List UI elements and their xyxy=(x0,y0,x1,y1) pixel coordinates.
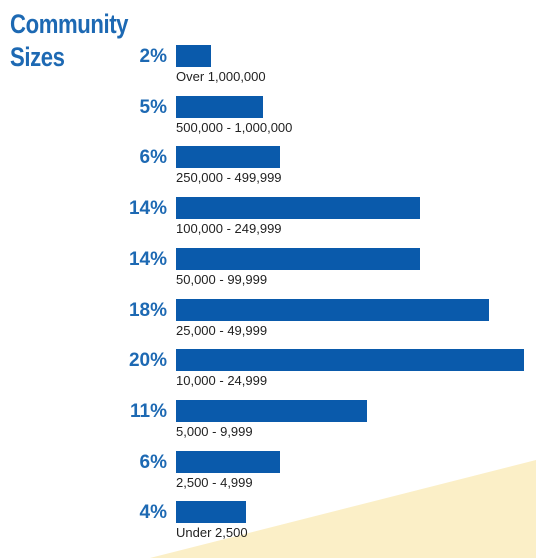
bar xyxy=(176,450,281,473)
category-label: 25,000 - 49,999 xyxy=(176,322,268,338)
value-label: 20% xyxy=(128,350,167,372)
value-label: 11% xyxy=(130,400,167,422)
bar xyxy=(176,501,246,524)
value-label: 6% xyxy=(139,147,167,169)
category-label: 5,000 - 9,999 xyxy=(176,423,253,439)
bar xyxy=(176,45,211,67)
category-label: Over 1,000,000 xyxy=(176,69,266,84)
bar xyxy=(176,95,263,118)
value-label: 18% xyxy=(128,299,167,321)
bar xyxy=(176,146,281,169)
bar xyxy=(176,197,420,220)
value-label: 6% xyxy=(139,451,167,473)
category-label: 10,000 - 24,999 xyxy=(176,373,268,389)
bar xyxy=(176,247,420,270)
value-label: 4% xyxy=(139,502,167,524)
value-label: 14% xyxy=(128,248,167,270)
value-label: 2% xyxy=(139,46,167,67)
category-label: Under 2,500 xyxy=(176,525,248,541)
category-label: 250,000 - 499,999 xyxy=(176,170,282,186)
category-label: 100,000 - 249,999 xyxy=(176,221,282,237)
value-label: 14% xyxy=(128,198,167,220)
bar xyxy=(176,349,524,372)
chart-title-line-1: Community xyxy=(10,9,129,39)
bar xyxy=(176,298,490,321)
category-label: 500,000 - 1,000,000 xyxy=(176,119,293,135)
category-label: 50,000 - 99,999 xyxy=(176,271,268,287)
value-label: 5% xyxy=(139,96,167,118)
chart-title: Community Sizes xyxy=(10,8,128,74)
bar xyxy=(176,399,368,422)
chart-title-line-2: Sizes xyxy=(10,42,65,72)
category-label: 2,500 - 4,999 xyxy=(176,474,253,490)
